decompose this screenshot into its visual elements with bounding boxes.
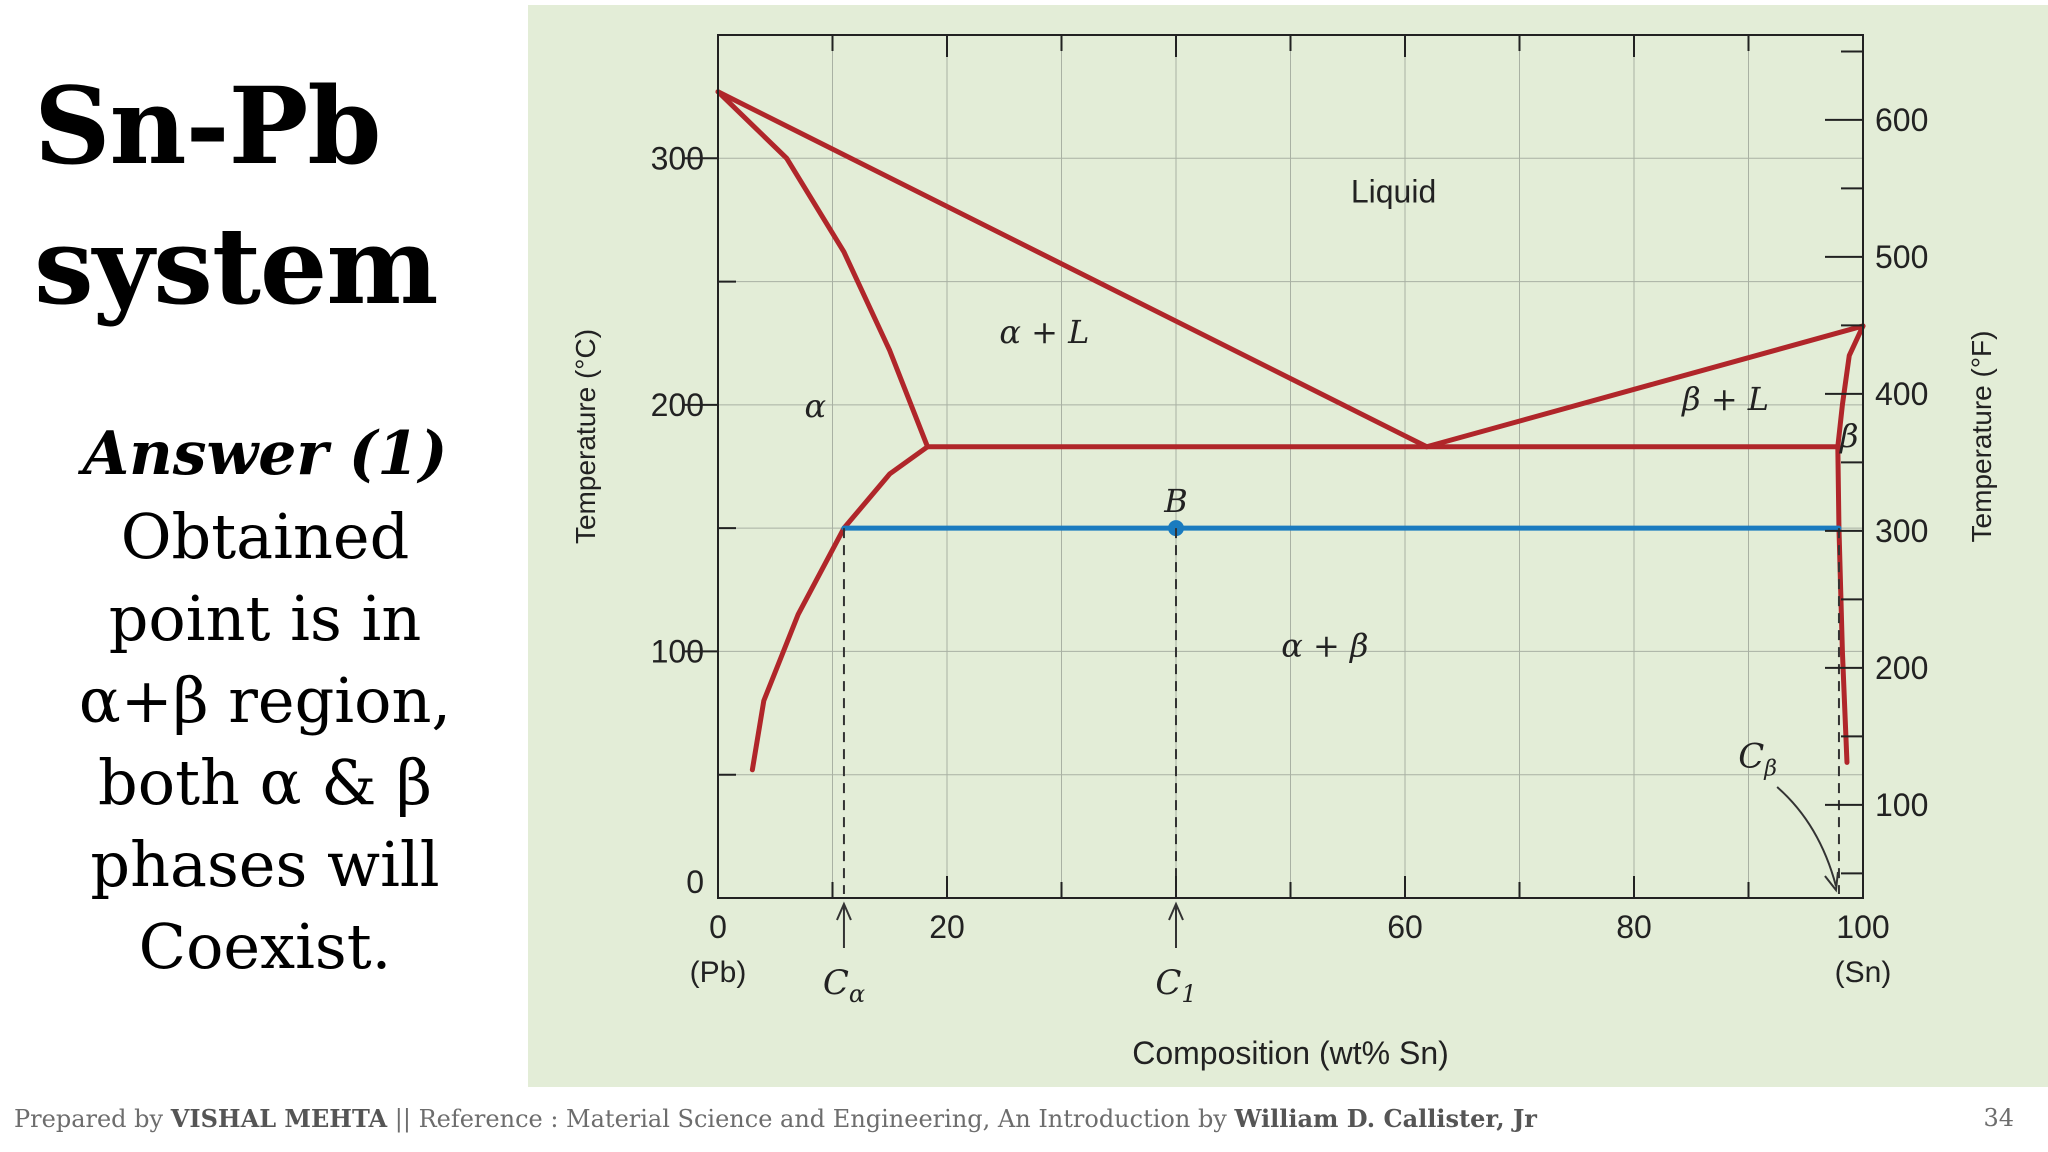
phase-boundary-line <box>715 89 931 450</box>
c-beta-arrow <box>1776 786 1837 887</box>
x-end-label-sn: (Sn) <box>1835 956 1892 989</box>
title-line-1: Sn-Pb <box>34 63 381 188</box>
x-axis-label: Composition (wt% Sn) <box>1132 1035 1449 1071</box>
answer-block: Answer (1) Obtained point is in α+β regi… <box>40 412 490 988</box>
answer-heading: Answer (1) <box>82 419 448 489</box>
phase-boundary-line <box>1835 323 1866 450</box>
page-number: 34 <box>1983 1104 2014 1132</box>
x-tick-label: 0 <box>709 909 727 945</box>
plot-frame <box>717 34 1864 899</box>
y2-tick-label: 300 <box>1875 513 1928 549</box>
y2-tick-label: 600 <box>1875 102 1928 138</box>
y2-tick-label: 400 <box>1875 376 1928 412</box>
y-tick-label: 100 <box>651 633 704 669</box>
region-label: Liquid <box>1351 174 1436 210</box>
answer-line: point is in <box>108 582 422 655</box>
region-label: β <box>1839 417 1859 455</box>
answer-line: both α & β <box>98 746 432 819</box>
y-axis-label: Temperature (°C) <box>570 329 601 544</box>
slide-title: Sn-Pb system <box>34 56 534 336</box>
footer-author: VISHAL MEHTA <box>170 1104 388 1133</box>
region-label: α <box>805 387 827 425</box>
phase-boundary-line <box>1424 323 1866 450</box>
footer-reference-author: William D. Callister, Jr <box>1234 1104 1537 1133</box>
footer-reference: || Reference : Material Science and Engi… <box>387 1105 1235 1133</box>
region-label: β + L <box>1681 380 1769 418</box>
y2-tick-label: 500 <box>1875 239 1928 275</box>
y2-tick-label: 100 <box>1875 787 1928 823</box>
answer-line: α+β region, <box>78 664 452 737</box>
c-beta-arrow-head <box>1824 871 1839 893</box>
answer-line: phases will <box>90 828 440 901</box>
composition-arrow-head <box>836 901 852 921</box>
answer-line: Obtained <box>120 500 410 573</box>
composition-arrow-head <box>1168 901 1184 921</box>
y-tick-label: 200 <box>651 387 704 423</box>
x-end-label-pb: (Pb) <box>690 956 747 989</box>
point-b-label: B <box>1163 482 1188 520</box>
answer-line: Coexist. <box>138 910 392 983</box>
y2-tick-label: 200 <box>1875 650 1928 686</box>
phase-boundary-line <box>749 444 931 773</box>
phase-boundary-line <box>715 89 1430 450</box>
x-tick-label: 100 <box>1836 909 1889 945</box>
x-tick-label: 60 <box>1387 909 1423 945</box>
y2-axis-label: Temperature (°F) <box>1966 331 1997 543</box>
footer-credit: Prepared by VISHAL MEHTA || Reference : … <box>14 1104 1537 1133</box>
composition-label: Cα <box>823 963 865 1008</box>
x-tick-label: 80 <box>1616 909 1652 945</box>
title-line-2: system <box>34 203 439 328</box>
composition-label: C1 <box>1155 963 1196 1008</box>
composition-label: Cβ <box>1738 736 1777 781</box>
y-tick-label: 300 <box>651 140 704 176</box>
region-label: α + L <box>999 313 1089 351</box>
region-label: α + β <box>1281 626 1368 664</box>
phase-diagram-figure: 0 20 60 80 100 (Pb) (Sn) 0 100 200 300 100 200 300 400… <box>528 5 2048 1087</box>
footer-prefix: Prepared by <box>14 1105 171 1133</box>
phase-boundary-line <box>1835 444 1850 765</box>
phase-diagram-chart: 0 20 60 80 100 (Pb) (Sn) 0 100 200 300 100 200 300 400… <box>570 34 1997 1071</box>
y-tick-label: 0 <box>686 864 704 900</box>
x-tick-label: 20 <box>929 909 965 945</box>
